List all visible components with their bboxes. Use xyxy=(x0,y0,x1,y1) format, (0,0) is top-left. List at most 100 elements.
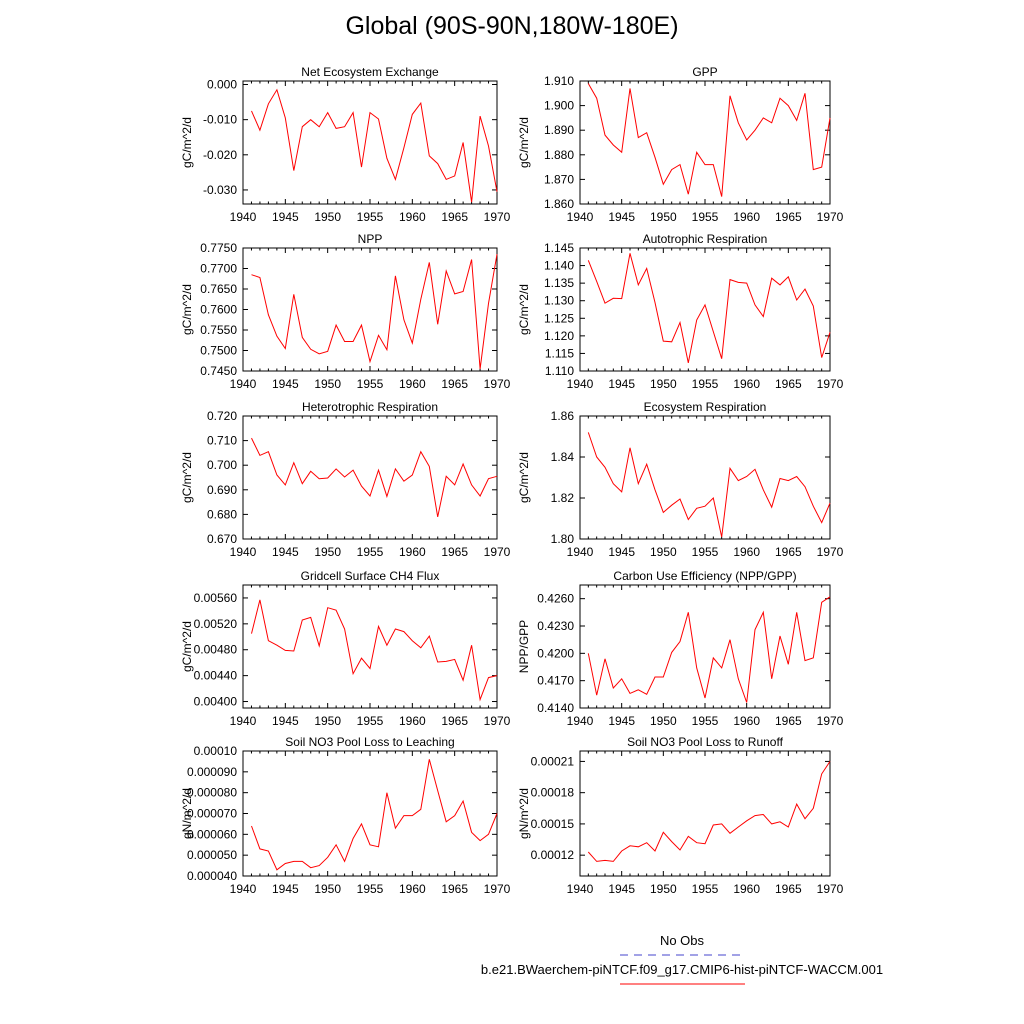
chart-panel: GPP gC/m^2/d 1.860 1.870 1.880 1.890 1.900 1.91… xyxy=(517,65,844,224)
y-tick-label: 0.00440 xyxy=(194,669,238,683)
x-tick-label: 1965 xyxy=(775,714,802,728)
x-tick-label: 1940 xyxy=(230,882,257,896)
x-tick-label: 1945 xyxy=(272,545,299,559)
y-tick-label: 1.145 xyxy=(544,241,574,255)
x-tick-label: 1970 xyxy=(817,714,844,728)
panel-title: Soil NO3 Pool Loss to Runoff xyxy=(627,735,784,749)
x-tick-label: 1970 xyxy=(484,545,511,559)
x-tick-label: 1945 xyxy=(272,714,299,728)
y-tick-label: 1.115 xyxy=(545,346,574,360)
y-tick-label: 0.7700 xyxy=(200,262,237,276)
x-tick-label: 1970 xyxy=(484,714,511,728)
x-tick-label: 1965 xyxy=(441,882,468,896)
series-line xyxy=(587,253,831,364)
chart-panel: Heterotrophic Respiration gC/m^2/d 0.670 0.… xyxy=(180,400,511,559)
x-tick-label: 1965 xyxy=(441,714,468,728)
y-tick-label: 1.890 xyxy=(544,123,574,137)
y-tick-label: 0.720 xyxy=(207,409,237,423)
y-axis-label: gC/m^2/d xyxy=(517,117,531,168)
y-tick-label: 0.4230 xyxy=(537,619,574,633)
x-tick-label: 1950 xyxy=(314,714,341,728)
series-line xyxy=(251,254,498,369)
y-tick-label: 0.000070 xyxy=(187,807,237,821)
panel-title: GPP xyxy=(692,65,717,79)
panel-title: Gridcell Surface CH4 Flux xyxy=(301,569,440,583)
y-tick-label: 1.135 xyxy=(544,276,574,290)
plot-frame xyxy=(579,80,831,205)
x-tick-label: 1960 xyxy=(733,545,760,559)
x-tick-label: 1970 xyxy=(484,882,511,896)
x-tick-label: 1965 xyxy=(775,882,802,896)
x-tick-label: 1950 xyxy=(314,882,341,896)
x-tick-label: 1960 xyxy=(399,210,426,224)
plot-frame xyxy=(242,415,498,540)
y-tick-label: 1.910 xyxy=(544,74,574,88)
x-tick-label: 1950 xyxy=(650,377,677,391)
y-tick-label: 1.860 xyxy=(544,197,574,211)
y-axis-label: gC/m^2/d xyxy=(517,452,531,503)
chart-panel: Soil NO3 Pool Loss to RunoffgN/m^2/d0.00… xyxy=(517,735,844,896)
y-tick-label: 1.120 xyxy=(544,329,574,343)
x-tick-label: 1965 xyxy=(441,377,468,391)
x-tick-label: 1970 xyxy=(817,377,844,391)
x-tick-label: 1950 xyxy=(650,714,677,728)
y-tick-label: 0.4200 xyxy=(537,646,574,660)
x-tick-label: 1955 xyxy=(692,714,719,728)
page-title: Global (90S-90N,180W-180E) xyxy=(345,12,679,40)
x-tick-label: 1955 xyxy=(692,377,719,391)
x-tick-label: 1965 xyxy=(441,545,468,559)
y-axis-label: gN/m^2/d xyxy=(517,788,531,839)
x-tick-label: 1960 xyxy=(733,377,760,391)
y-tick-label: 0.00021 xyxy=(531,754,575,768)
y-tick-label: 0.00015 xyxy=(531,817,575,831)
y-tick-label: 0.7750 xyxy=(200,241,237,255)
y-tick-label: 1.880 xyxy=(544,148,574,162)
y-tick-label: 0.00010 xyxy=(194,744,238,758)
series-line xyxy=(251,759,498,871)
y-axis-label: gC/m^2/d xyxy=(180,621,194,672)
plot-frame xyxy=(242,247,498,372)
panel-title: Net Ecosystem Exchange xyxy=(301,65,439,79)
panel-title: Carbon Use Efficiency (NPP/GPP) xyxy=(613,569,796,583)
x-tick-label: 1955 xyxy=(357,210,384,224)
y-tick-label: 0.710 xyxy=(207,434,237,448)
x-tick-label: 1955 xyxy=(357,545,384,559)
chart-panel: Soil NO3 Pool Loss to LeachinggN/m^2/d0.… xyxy=(180,735,511,896)
x-tick-label: 1955 xyxy=(357,714,384,728)
x-tick-label: 1970 xyxy=(817,545,844,559)
y-tick-label: 0.000040 xyxy=(187,869,237,883)
x-tick-label: 1955 xyxy=(692,210,719,224)
y-tick-label: 1.870 xyxy=(544,172,574,186)
y-tick-label: 1.82 xyxy=(551,491,575,505)
x-tick-label: 1945 xyxy=(608,210,635,224)
panel-title: Autotrophic Respiration xyxy=(643,232,768,246)
x-tick-label: 1965 xyxy=(775,545,802,559)
x-tick-label: 1965 xyxy=(441,210,468,224)
y-axis-label: gC/m^2/d xyxy=(180,452,194,503)
x-tick-label: 1945 xyxy=(272,210,299,224)
y-tick-label: 0.00018 xyxy=(531,786,575,800)
y-tick-label: 0.690 xyxy=(207,483,237,497)
y-tick-label: 0.7500 xyxy=(200,344,237,358)
y-tick-label: 0.670 xyxy=(207,532,237,546)
chart-panel: Carbon Use Efficiency (NPP/GPP) NPP/GPP 0.… xyxy=(517,569,844,728)
x-tick-label: 1945 xyxy=(608,545,635,559)
x-tick-label: 1940 xyxy=(567,882,594,896)
x-tick-label: 1945 xyxy=(608,377,635,391)
y-tick-label: 0.000060 xyxy=(187,827,237,841)
y-tick-label: 0.00560 xyxy=(194,591,238,605)
plot-frame xyxy=(579,247,831,372)
y-tick-label: 1.80 xyxy=(551,532,575,546)
series-line xyxy=(587,761,831,862)
y-tick-label: -0.030 xyxy=(203,183,237,197)
panel-title: Heterotrophic Respiration xyxy=(302,400,438,414)
x-tick-label: 1960 xyxy=(733,882,760,896)
y-tick-label: 0.4170 xyxy=(537,674,574,688)
x-tick-label: 1965 xyxy=(775,377,802,391)
chart-panel: Net Ecosystem Exchange gC/m^2/d 0.000 -0.01… xyxy=(180,65,511,224)
y-tick-label: 0.000050 xyxy=(187,848,237,862)
plot-frame xyxy=(242,750,498,877)
y-tick-label: 0.000 xyxy=(207,78,237,92)
x-tick-label: 1950 xyxy=(650,545,677,559)
